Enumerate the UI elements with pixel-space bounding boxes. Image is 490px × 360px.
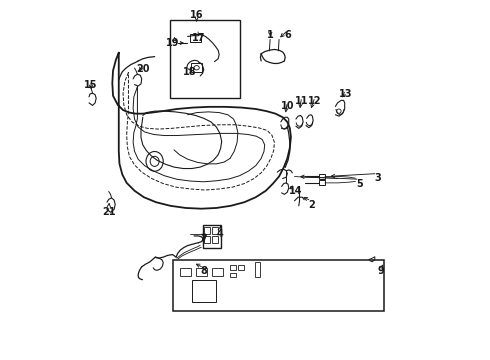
Bar	[191, 63, 202, 72]
Text: 12: 12	[308, 96, 321, 106]
Text: 16: 16	[190, 10, 203, 20]
Text: 4: 4	[217, 229, 223, 239]
Bar	[204, 235, 210, 243]
Text: 17: 17	[192, 33, 205, 43]
Bar	[192, 280, 216, 302]
Bar	[212, 235, 219, 243]
Text: 1: 1	[267, 30, 273, 40]
Text: 6: 6	[285, 30, 292, 40]
Bar	[172, 260, 384, 311]
Bar	[255, 262, 260, 277]
Bar	[230, 273, 236, 277]
Text: 15: 15	[84, 80, 98, 90]
Text: 7: 7	[200, 234, 207, 244]
Bar	[212, 226, 219, 234]
Text: 2: 2	[308, 200, 315, 210]
Bar	[204, 226, 210, 234]
Bar	[191, 34, 200, 41]
Bar	[212, 268, 223, 276]
Text: 20: 20	[136, 64, 149, 74]
Bar	[318, 180, 325, 185]
Text: 14: 14	[289, 186, 302, 196]
Bar	[196, 268, 207, 276]
Text: 21: 21	[102, 207, 116, 217]
Bar	[203, 225, 220, 248]
Text: 10: 10	[281, 102, 294, 112]
Text: 8: 8	[200, 266, 207, 276]
Bar	[318, 174, 325, 179]
Bar	[230, 265, 236, 270]
Text: 19: 19	[166, 38, 179, 48]
Text: 11: 11	[295, 96, 308, 106]
Bar	[238, 265, 245, 270]
Bar	[180, 268, 191, 276]
Text: 5: 5	[356, 179, 363, 189]
Text: 18: 18	[183, 67, 196, 77]
Text: 3: 3	[374, 173, 381, 183]
Text: 9: 9	[378, 266, 385, 276]
Bar	[170, 21, 240, 98]
Text: 13: 13	[339, 89, 352, 99]
